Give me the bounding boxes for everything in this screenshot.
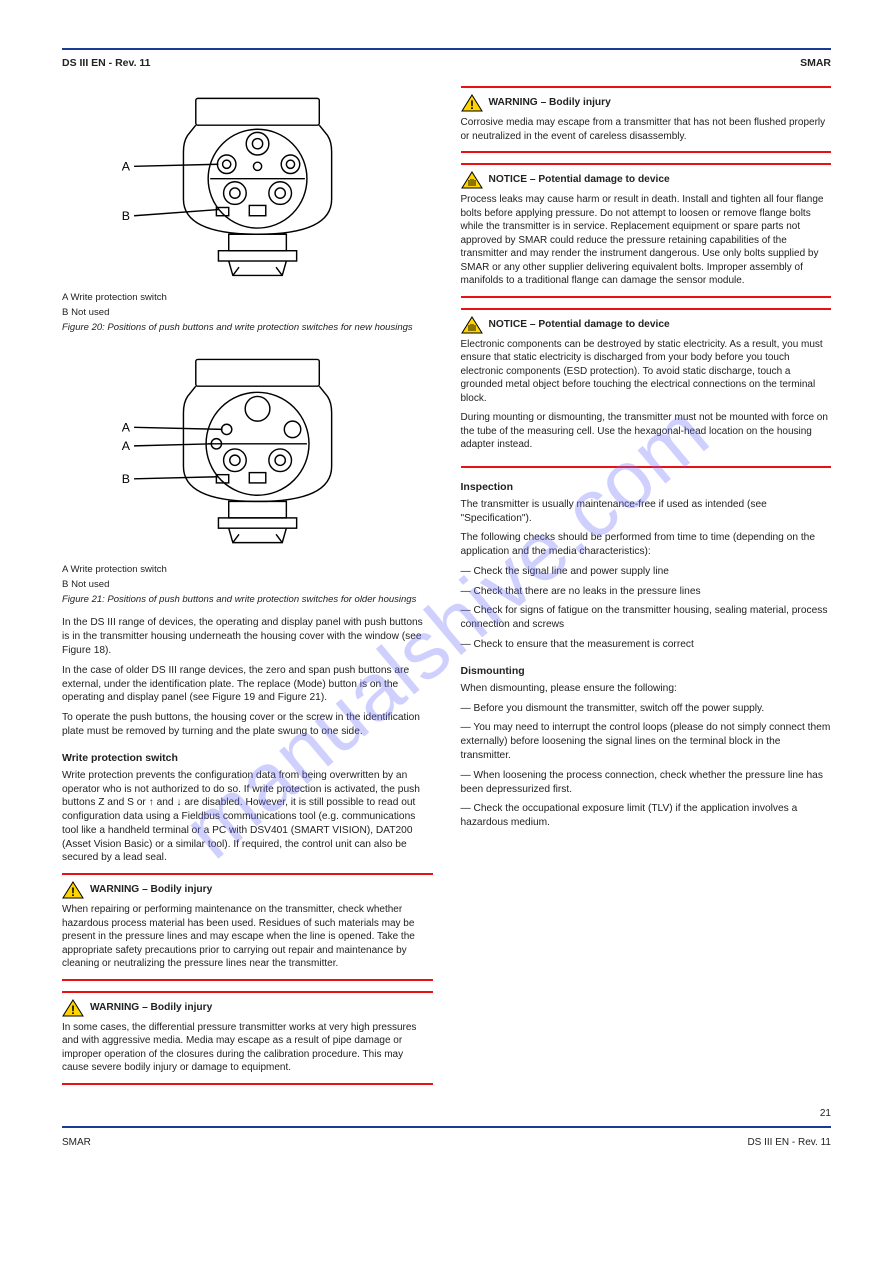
page-number: 21 [62,1107,831,1121]
figure-21-caption: Figure 21: Positions of push buttons and… [62,594,433,607]
dism-item-2-text: When loosening the process connection, c… [461,770,823,795]
notice-body-2: Electronic components can be destroyed b… [461,338,832,452]
dism-item-1-text: You may need to interrupt the control lo… [461,722,831,761]
notice-box-2: NOTICE – Potential damage to device Elec… [461,308,832,468]
notice-body-1: Process leaks may cause harm or result i… [461,193,832,288]
dism-item-3-text: Check the occupational exposure limit (T… [461,803,798,828]
warning-body-3: Corrosive media may escape from a transm… [461,116,832,143]
notice-2-p2: During mounting or dismounting, the tran… [461,411,832,452]
svg-text:!: ! [71,885,75,899]
header-right: SMAR [800,56,831,70]
warning-box-1: ! WARNING – Bodily injury When repairing… [62,873,433,981]
column-right: ! WARNING – Bodily injury Corrosive medi… [461,78,832,1094]
warning-body-2: In some cases, the differential pressure… [62,1021,433,1075]
para-panel-loc: In the DS III range of devices, the oper… [62,616,433,657]
rule-bottom [62,1126,831,1128]
svg-text:!: ! [71,1003,75,1017]
label-a-top: A [122,421,131,435]
dism-item-0: — Before you dismount the transmitter, s… [461,702,832,716]
column-left: A B A Write protection switch B Not used… [62,78,433,1094]
insp-item-1: — Check that there are no leaks in the p… [461,585,832,599]
figure-21: A A B [62,345,433,556]
warning-title-2: WARNING – Bodily injury [90,1001,212,1015]
warning-box-2: ! WARNING – Bodily injury In some cases,… [62,991,433,1085]
footer-right: DS III EN - Rev. 11 [747,1136,831,1150]
figure-20-caption: Figure 20: Positions of push buttons and… [62,322,433,335]
para-older: In the case of older DS III range device… [62,664,433,705]
notice-box-1: NOTICE – Potential damage to device Proc… [461,163,832,298]
notice-title-2: NOTICE – Potential damage to device [489,318,670,332]
heading-dismounting: Dismounting [461,664,832,678]
notice-title-1: NOTICE – Potential damage to device [489,173,670,187]
figure-20: A B [62,84,433,284]
insp-item-3: — Check to ensure that the measurement i… [461,638,832,652]
figure-21-legend: A Write protection switch B Not used [62,564,433,592]
insp-item-0-text: Check the signal line and power supply l… [474,566,669,577]
notice-icon [461,171,483,189]
label-a-mid: A [122,439,131,453]
label-b: B [122,209,130,223]
footer-left: SMAR [62,1136,91,1150]
legend-a-2: A Write protection switch [62,564,433,577]
dism-item-0-text: Before you dismount the transmitter, swi… [474,703,765,714]
notice-2-p1: Electronic components can be destroyed b… [461,338,832,406]
legend-a: A Write protection switch [62,292,433,305]
label-b: B [122,472,130,486]
para-operate: To operate the push buttons, the housing… [62,711,433,739]
insp-item-1-text: Check that there are no leaks in the pre… [474,586,701,597]
warning-title-3: WARNING – Bodily injury [489,96,611,110]
device-drawing-2: A A B [62,345,433,551]
svg-text:!: ! [470,98,474,112]
figure-20-legend: A Write protection switch B Not used [62,292,433,320]
heading-write-protection: Write protection switch [62,751,433,765]
warning-icon: ! [62,999,84,1017]
label-a: A [122,160,131,174]
para-insp-1: The transmitter is usually maintenance-f… [461,498,832,526]
warning-box-3: ! WARNING – Bodily injury Corrosive medi… [461,86,832,153]
legend-b-2: B Not used [62,579,433,592]
content-columns: A B A Write protection switch B Not used… [62,78,831,1094]
insp-item-3-text: Check to ensure that the measurement is … [474,639,694,650]
para-insp-2: The following checks should be performed… [461,531,832,559]
warning-title: WARNING – Bodily injury [90,883,212,897]
dism-item-1: — You may need to interrupt the control … [461,721,832,762]
notice-icon [461,316,483,334]
insp-item-2: — Check for signs of fatigue on the tran… [461,604,832,632]
warning-body: When repairing or performing maintenance… [62,903,433,971]
warning-icon: ! [461,94,483,112]
rule-top [62,48,831,50]
dism-item-3: — Check the occupational exposure limit … [461,802,832,830]
heading-inspection: Inspection [461,480,832,494]
para-write-protection: Write protection prevents the configurat… [62,769,433,865]
footer: SMAR DS III EN - Rev. 11 [62,1136,831,1150]
header: DS III EN - Rev. 11 SMAR [62,56,831,70]
warning-icon: ! [62,881,84,899]
insp-item-2-text: Check for signs of fatigue on the transm… [461,605,828,630]
legend-b: B Not used [62,307,433,320]
para-dism: When dismounting, please ensure the foll… [461,682,832,696]
header-left: DS III EN - Rev. 11 [62,56,151,70]
insp-item-0: — Check the signal line and power supply… [461,565,832,579]
dism-item-2: — When loosening the process connection,… [461,769,832,797]
device-drawing-1: A B [62,84,433,280]
